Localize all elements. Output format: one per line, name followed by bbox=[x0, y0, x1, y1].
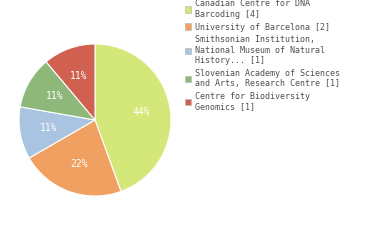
Wedge shape bbox=[19, 107, 95, 158]
Wedge shape bbox=[95, 44, 171, 192]
Text: 11%: 11% bbox=[45, 91, 63, 102]
Wedge shape bbox=[46, 44, 95, 120]
Wedge shape bbox=[29, 120, 121, 196]
Wedge shape bbox=[20, 62, 95, 120]
Text: 44%: 44% bbox=[133, 107, 150, 117]
Text: 11%: 11% bbox=[70, 71, 88, 81]
Legend: Canadian Centre for DNA
Barcoding [4], University of Barcelona [2], Smithsonian : Canadian Centre for DNA Barcoding [4], U… bbox=[185, 0, 340, 111]
Text: 22%: 22% bbox=[70, 159, 88, 169]
Text: 11%: 11% bbox=[40, 123, 57, 133]
